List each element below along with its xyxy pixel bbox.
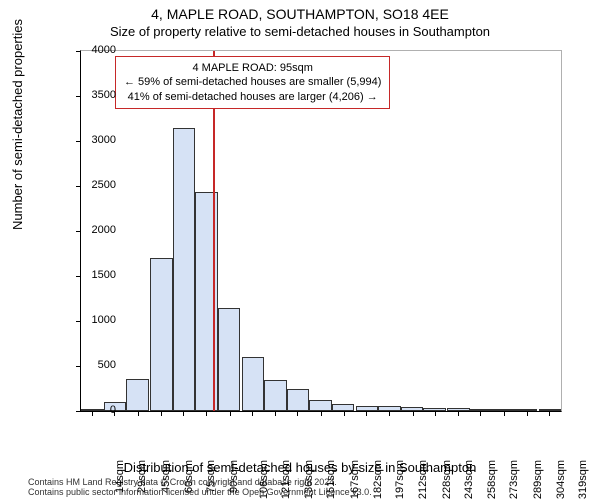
x-tick-label: 304sqm [555,460,567,499]
footer-line-2: Contains public sector information licen… [28,487,372,497]
x-tick-mark [413,411,414,416]
x-tick-mark [206,411,207,416]
x-tick-mark [480,411,481,416]
x-tick-label: 258sqm [486,460,498,499]
x-tick-mark [183,411,184,416]
y-tick-label: 500 [98,359,116,371]
x-tick-mark [161,411,162,416]
histogram-bar [332,404,355,411]
y-tick-mark [76,276,81,277]
x-tick-mark [138,411,139,416]
histogram-bar [81,409,104,411]
x-tick-mark [344,411,345,416]
x-tick-label: 273sqm [508,460,520,499]
annotation-line-3: 41% of semi-detached houses are larger (… [124,90,381,104]
x-tick-label: 167sqm [349,460,361,499]
x-tick-label: 45sqm [160,460,172,493]
x-tick-label: 60sqm [183,460,195,493]
x-tick-label: 14sqm [114,460,126,493]
page-subtitle: Size of property relative to semi-detach… [0,24,600,39]
x-tick-label: 151sqm [325,460,337,499]
y-tick-label: 2000 [92,224,116,236]
x-tick-mark [389,411,390,416]
x-tick-mark [230,411,231,416]
y-axis-label-text: Number of semi-detached properties [10,19,25,230]
histogram-bar [309,400,332,411]
x-tick-label: 197sqm [394,460,406,499]
x-tick-mark [435,411,436,416]
x-tick-label: 182sqm [372,460,384,499]
x-tick-mark [297,411,298,416]
x-tick-mark [321,411,322,416]
histogram-bar [492,409,515,411]
y-tick-label: 2500 [92,179,116,191]
y-tick-mark [76,231,81,232]
x-tick-label: 29sqm [136,460,148,493]
property-marker-annotation: 4 MAPLE ROAD: 95sqm ← 59% of semi-detach… [115,56,390,109]
x-tick-label: 90sqm [228,460,240,493]
x-tick-mark [252,411,253,416]
y-tick-mark [76,51,81,52]
y-tick-mark [76,411,81,412]
histogram-bar [539,409,562,411]
histogram-bar [423,408,446,411]
x-tick-label: 243sqm [463,460,475,499]
x-tick-label: 136sqm [303,460,315,499]
x-tick-label: 106sqm [258,460,270,499]
histogram-bar [218,308,241,411]
y-tick-mark [76,141,81,142]
footer-attribution: Contains HM Land Registry data © Crown c… [28,478,372,498]
y-tick-label: 1000 [92,314,116,326]
histogram-bar [470,409,493,411]
y-tick-mark [76,96,81,97]
x-tick-label: 289sqm [532,460,544,499]
x-tick-label: 75sqm [205,460,217,493]
histogram-bar [126,379,149,411]
x-tick-mark [275,411,276,416]
y-tick-label: 3500 [92,89,116,101]
histogram-bar [150,258,173,411]
histogram-bar [287,389,310,412]
y-tick-mark [76,321,81,322]
y-axis-label: Number of semi-detached properties [10,19,25,230]
x-tick-mark [366,411,367,416]
annotation-line-1: 4 MAPLE ROAD: 95sqm [124,61,381,75]
histogram-bar [515,409,538,411]
y-tick-label: 0 [110,404,116,416]
annotation-line-2: ← 59% of semi-detached houses are smalle… [124,75,381,89]
y-tick-mark [76,186,81,187]
page-title: 4, MAPLE ROAD, SOUTHAMPTON, SO18 4EE [0,6,600,22]
x-tick-label: 228sqm [441,460,453,499]
x-tick-label: 121sqm [280,460,292,499]
x-tick-mark [504,411,505,416]
histogram-bar [378,406,401,411]
histogram-bar [264,380,287,412]
histogram-bar [242,357,265,411]
y-tick-label: 4000 [92,44,116,56]
x-tick-mark [527,411,528,416]
x-tick-mark [549,411,550,416]
x-tick-mark [92,411,93,416]
histogram-bar [401,407,424,411]
y-tick-label: 1500 [92,269,116,281]
y-tick-label: 3000 [92,134,116,146]
y-tick-mark [76,366,81,367]
histogram-bar [447,408,470,411]
x-tick-mark [458,411,459,416]
histogram-bar [356,406,379,411]
histogram-bar [173,128,196,412]
x-tick-label: 319sqm [577,460,589,499]
x-tick-label: 212sqm [417,460,429,499]
